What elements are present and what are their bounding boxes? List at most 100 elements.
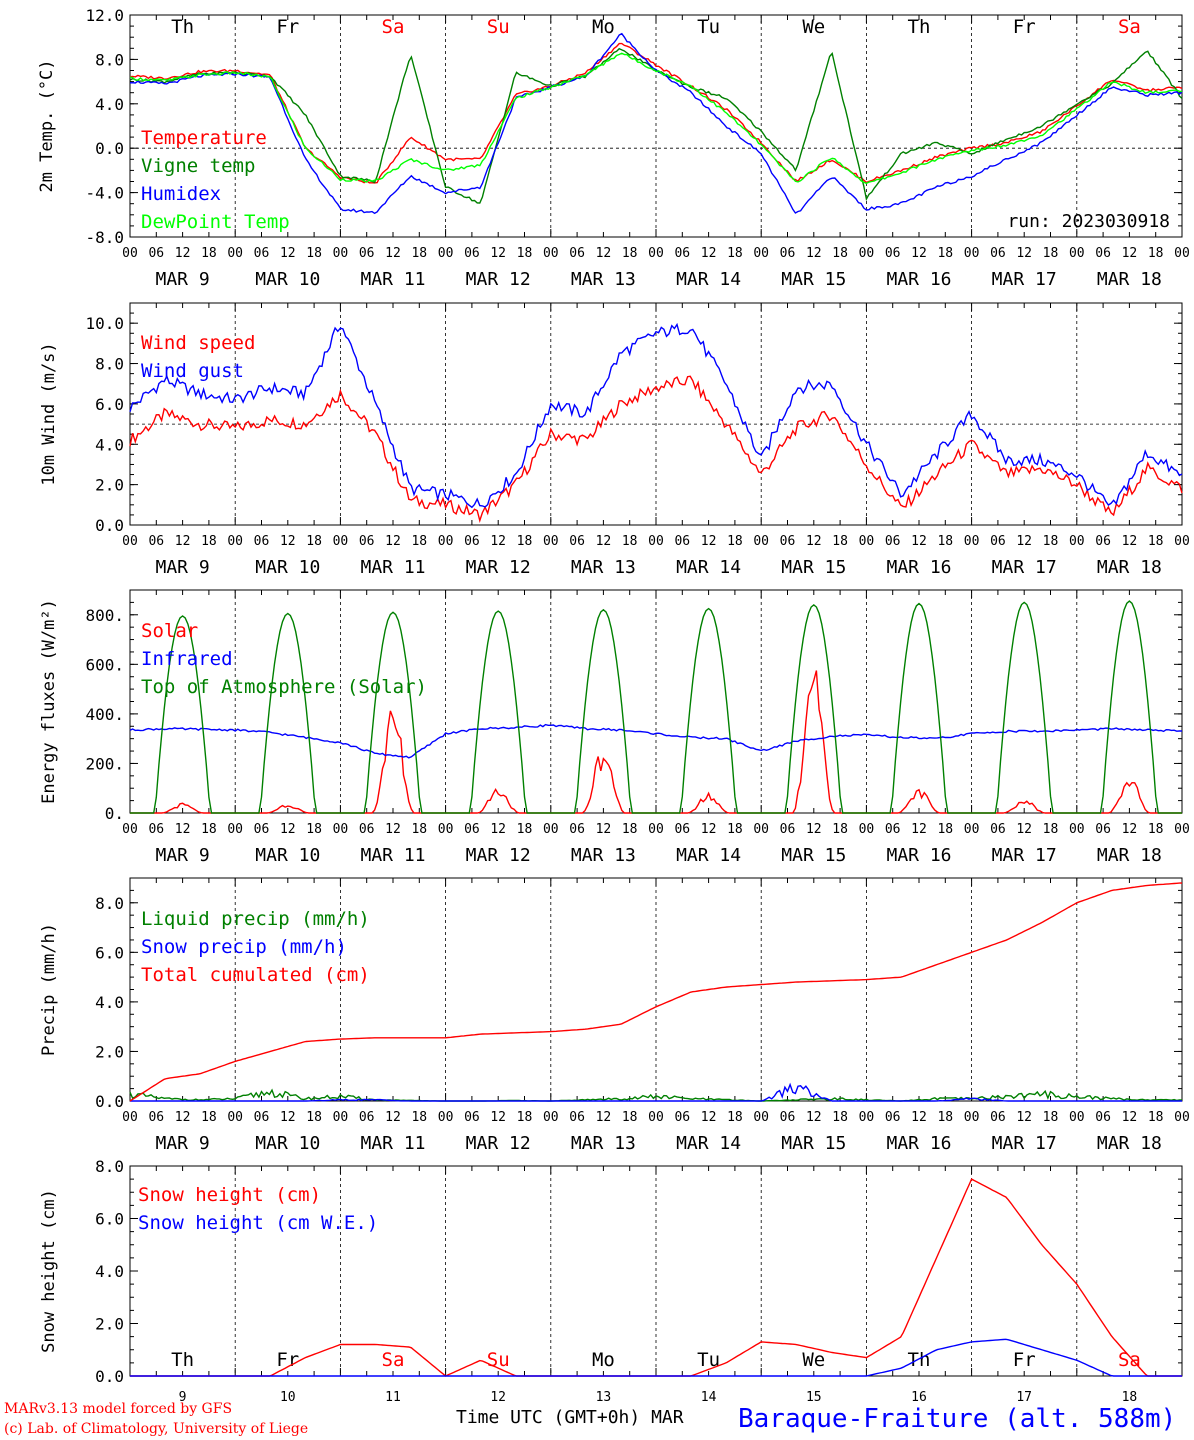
hour-label: 12 <box>911 822 927 837</box>
hour-label: 00 <box>859 534 875 549</box>
hour-label: 06 <box>780 822 796 837</box>
hour-label: 18 <box>306 534 322 549</box>
y-tick-label: 4.0 <box>95 95 124 114</box>
y-tick-label: 4.0 <box>95 993 124 1012</box>
hour-label: 00 <box>964 822 980 837</box>
bottom-day-label: 18 <box>1122 1390 1138 1405</box>
weekday-label: Mo <box>592 16 615 38</box>
date-label: MAR 9 <box>156 845 210 866</box>
date-label: MAR 15 <box>781 269 846 290</box>
legend-entry: Infrared <box>141 648 233 670</box>
series-line-3 <box>130 600 1182 814</box>
hour-label: 06 <box>569 822 585 837</box>
hour-label: 00 <box>227 1110 243 1125</box>
hour-label: 06 <box>674 246 690 261</box>
hour-label: 18 <box>306 822 322 837</box>
meteogram-panels: -8.0 -4.0 0.0 4.0 8.0 12.0 2m Temp. (°C) 00 06 12… <box>37 6 1190 1405</box>
legend-entry: Snow height (cm W.E.) <box>138 1212 378 1234</box>
hour-label: 12 <box>280 1110 296 1125</box>
date-label: MAR 10 <box>255 1133 320 1154</box>
bottom-day-label: 17 <box>1016 1390 1032 1405</box>
y-tick-label: -4.0 <box>85 184 124 203</box>
hour-label: 12 <box>1016 822 1032 837</box>
hour-label: 00 <box>753 246 769 261</box>
hour-label: 06 <box>254 534 270 549</box>
hour-label: 00 <box>1174 1110 1190 1125</box>
hour-label: 06 <box>254 246 270 261</box>
date-label: MAR 17 <box>992 845 1057 866</box>
hour-label: 12 <box>1122 1110 1138 1125</box>
date-label: MAR 13 <box>571 845 636 866</box>
series-line-2 <box>130 1338 1182 1377</box>
credit-line-2: (c) Lab. of Climatology, University of L… <box>4 1421 308 1437</box>
hour-label: 12 <box>911 534 927 549</box>
hour-label: 06 <box>885 1110 901 1125</box>
date-label: MAR 16 <box>886 269 951 290</box>
hour-label: 12 <box>175 822 191 837</box>
hour-label: 18 <box>832 246 848 261</box>
hour-label: 18 <box>1148 246 1164 261</box>
hour-label: 00 <box>1069 1110 1085 1125</box>
hour-label: 06 <box>359 822 375 837</box>
hour-label: 06 <box>885 534 901 549</box>
hour-label: 00 <box>333 822 349 837</box>
weekday-label: Sa <box>382 16 405 38</box>
hour-label: 00 <box>333 246 349 261</box>
hour-label: 00 <box>648 1110 664 1125</box>
hour-label: 12 <box>806 534 822 549</box>
hour-label: 00 <box>753 1110 769 1125</box>
hour-label: 06 <box>674 534 690 549</box>
y-axis-label: Energy fluxes (W/m²) <box>39 599 59 804</box>
hour-label: 18 <box>832 1110 848 1125</box>
panel-2: 0.0 2.0 4.0 6.0 8.0 10.0 10m Wind (m/s) 00 06 12 1… <box>39 302 1190 578</box>
hour-label: 12 <box>701 246 717 261</box>
hour-label: 18 <box>1148 534 1164 549</box>
hour-label: 00 <box>964 534 980 549</box>
date-label: MAR 11 <box>360 269 425 290</box>
weekday-label: Fr <box>276 16 299 38</box>
legend-entry: Temperature <box>141 127 267 149</box>
hour-label: 00 <box>543 246 559 261</box>
hour-label: 12 <box>175 246 191 261</box>
hour-label: 00 <box>122 246 138 261</box>
date-label: MAR 16 <box>886 557 951 578</box>
legend-entry: Solar <box>141 620 198 642</box>
hour-label: 06 <box>885 246 901 261</box>
hour-label: 12 <box>1122 246 1138 261</box>
legend-entry: Humidex <box>141 183 221 205</box>
hour-label: 12 <box>175 534 191 549</box>
date-label: MAR 14 <box>676 845 741 866</box>
bottom-day-label: 14 <box>701 1390 717 1405</box>
bottom-day-label: 13 <box>596 1390 612 1405</box>
hour-label: 12 <box>596 246 612 261</box>
legend-entry: Vigne temp <box>141 155 255 177</box>
hour-label: 12 <box>490 246 506 261</box>
credit-line-1: MARv3.13 model forced by GFS <box>4 1401 232 1417</box>
hour-label: 00 <box>1174 246 1190 261</box>
legend-entry: Wind speed <box>141 332 255 354</box>
date-label: MAR 13 <box>571 1133 636 1154</box>
hour-label: 06 <box>885 822 901 837</box>
hour-label: 00 <box>1174 534 1190 549</box>
y-tick-label: 2.0 <box>95 476 124 495</box>
date-label: MAR 10 <box>255 845 320 866</box>
legend-entry: Top of Atmosphere (Solar) <box>141 676 427 698</box>
hour-label: 06 <box>464 246 480 261</box>
date-label: MAR 12 <box>466 1133 531 1154</box>
weekday-label: Th <box>908 1349 931 1371</box>
y-tick-label: 6.0 <box>95 395 124 414</box>
hour-label: 00 <box>438 1110 454 1125</box>
hour-label: 18 <box>832 534 848 549</box>
hour-label: 06 <box>569 1110 585 1125</box>
hour-label: 18 <box>306 246 322 261</box>
weekday-label: Th <box>908 16 931 38</box>
hour-label: 18 <box>937 822 953 837</box>
date-label: MAR 9 <box>156 557 210 578</box>
hour-label: 06 <box>569 246 585 261</box>
legend-entry: Total cumulated (cm) <box>141 964 370 986</box>
date-label: MAR 17 <box>992 269 1057 290</box>
date-label: MAR 12 <box>466 269 531 290</box>
y-axis-label: Snow height (cm) <box>39 1189 59 1353</box>
hour-label: 12 <box>280 534 296 549</box>
hour-label: 18 <box>727 534 743 549</box>
